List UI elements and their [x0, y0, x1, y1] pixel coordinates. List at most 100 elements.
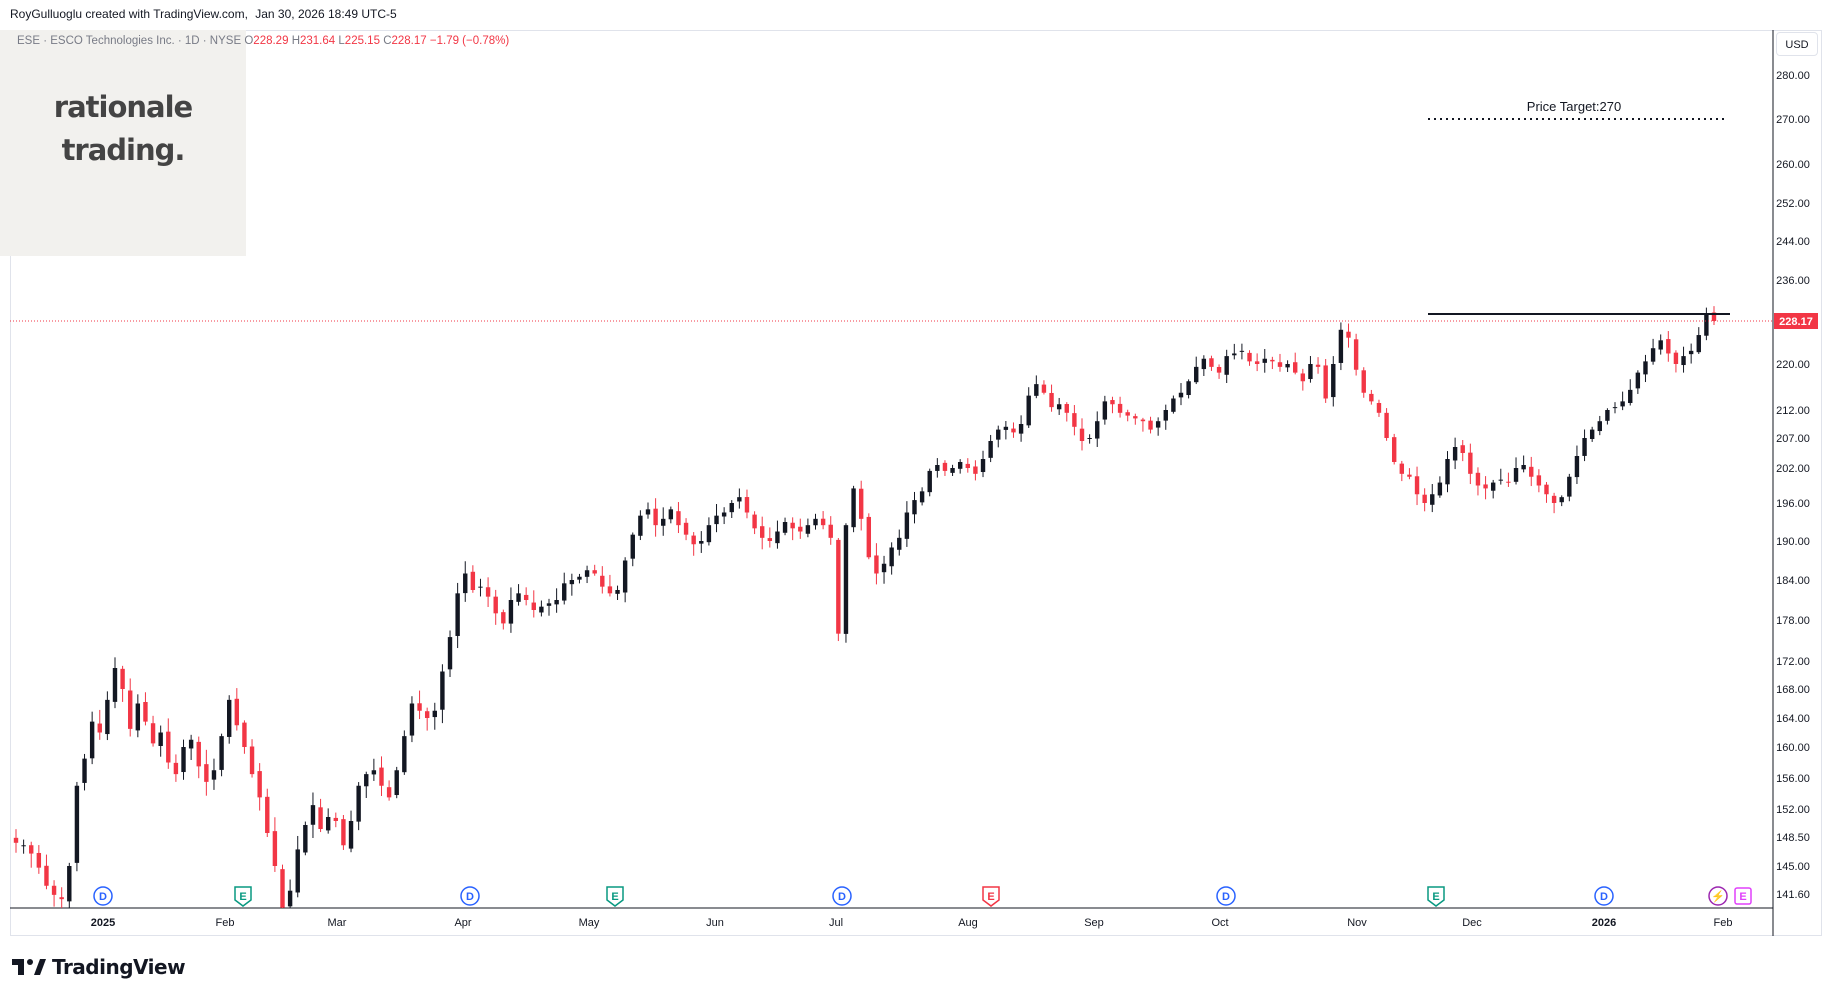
earnings-icon[interactable] — [982, 886, 1000, 907]
candle-body — [1582, 438, 1587, 456]
candle — [767, 527, 773, 548]
candle-body — [1422, 494, 1427, 503]
candle — [622, 557, 628, 603]
candle — [417, 690, 422, 720]
candle — [1262, 349, 1267, 373]
candle-body — [1567, 476, 1572, 497]
watermark-line2: trading. — [61, 133, 186, 167]
candle — [13, 829, 19, 853]
candle-body — [1110, 400, 1115, 405]
candle-body — [1331, 364, 1336, 398]
price-tick-label-14: 172.00 — [1776, 656, 1810, 668]
candle-body — [577, 576, 582, 580]
dividend-icon-label: D — [99, 891, 107, 903]
currency-button[interactable]: USD — [1776, 32, 1818, 56]
price-tick-label-11: 190.00 — [1776, 536, 1810, 548]
price-tick-label-7: 212.00 — [1776, 405, 1810, 417]
candle-body — [341, 819, 346, 846]
price-tick-label-21: 145.00 — [1776, 861, 1810, 873]
candle-body — [1232, 353, 1237, 356]
candle — [135, 694, 141, 738]
candle — [112, 657, 118, 709]
candle — [501, 609, 506, 630]
candle — [249, 739, 255, 778]
earnings-icon[interactable] — [234, 886, 252, 907]
candle — [1475, 467, 1481, 496]
earnings-icon-label: E — [611, 891, 618, 903]
candle — [424, 707, 430, 731]
candle-body — [150, 723, 156, 744]
candle-body — [919, 491, 925, 503]
candle — [752, 511, 757, 535]
candle — [1430, 484, 1435, 513]
candle — [493, 589, 498, 625]
tradingview-logo-icon — [12, 959, 46, 975]
candle-body — [1049, 392, 1054, 408]
candle — [402, 730, 407, 775]
price-tick-label-4: 244.00 — [1776, 236, 1810, 248]
candle — [1095, 411, 1100, 447]
candle — [455, 582, 460, 649]
candle — [508, 587, 514, 633]
candle-body — [1666, 339, 1671, 354]
dividend-icon[interactable] — [1594, 886, 1614, 906]
dividend-icon[interactable] — [460, 886, 480, 906]
symbol-name[interactable]: ESE · ESCO Technologies Inc. · 1D · NYSE — [17, 35, 242, 47]
open-value: 228.29 — [253, 35, 289, 47]
candle — [82, 753, 87, 791]
candle-body — [1475, 472, 1481, 486]
candle — [691, 532, 696, 556]
earnings-icon[interactable] — [606, 886, 624, 907]
earnings-icon-label: E — [1432, 891, 1439, 903]
earnings-icon-label: E — [239, 891, 246, 903]
earnings-icon[interactable] — [1427, 886, 1445, 907]
split-icon[interactable] — [1708, 886, 1728, 906]
dividend-icon[interactable] — [832, 886, 852, 906]
candle-body — [1384, 412, 1389, 438]
candle — [592, 564, 597, 576]
candle-body — [805, 525, 811, 534]
candle — [478, 578, 483, 597]
tradingview-logo[interactable]: TradingView — [12, 955, 186, 979]
candle-body — [1178, 392, 1184, 398]
candle — [447, 630, 453, 678]
candle — [234, 688, 240, 731]
candle-body — [402, 736, 407, 773]
candle-body — [843, 525, 849, 634]
candle-body — [630, 534, 635, 559]
candle-body — [904, 512, 910, 539]
candle-body — [1361, 370, 1366, 393]
candle-body — [676, 511, 681, 526]
candle-body — [1277, 362, 1283, 367]
dividend-icon[interactable] — [1216, 886, 1236, 906]
candle-body — [1460, 445, 1465, 453]
candle — [150, 715, 156, 747]
candle-body — [973, 466, 978, 474]
candle-body — [1688, 350, 1694, 355]
candle-body — [242, 722, 247, 747]
candle — [813, 513, 818, 530]
earnings-icon[interactable] — [1734, 887, 1752, 905]
candle — [1323, 358, 1328, 403]
candle-body — [318, 807, 323, 829]
candle-body — [691, 535, 696, 545]
price-tick-label-17: 160.00 — [1776, 742, 1810, 754]
candle — [440, 664, 445, 724]
candle-body — [1711, 312, 1717, 321]
candle — [828, 516, 833, 545]
candle-body — [760, 526, 765, 538]
candle — [485, 577, 491, 608]
candle — [29, 841, 34, 868]
candle-body — [600, 575, 605, 587]
candle-body — [409, 703, 415, 736]
candle — [653, 498, 658, 537]
candle — [1155, 417, 1161, 436]
high-label: H — [291, 35, 300, 47]
candle-body — [1391, 437, 1397, 462]
low-value: 225.15 — [344, 35, 380, 47]
candle-body — [1079, 428, 1085, 441]
candle — [775, 520, 780, 549]
candle — [36, 845, 42, 874]
dividend-icon[interactable] — [93, 886, 113, 906]
